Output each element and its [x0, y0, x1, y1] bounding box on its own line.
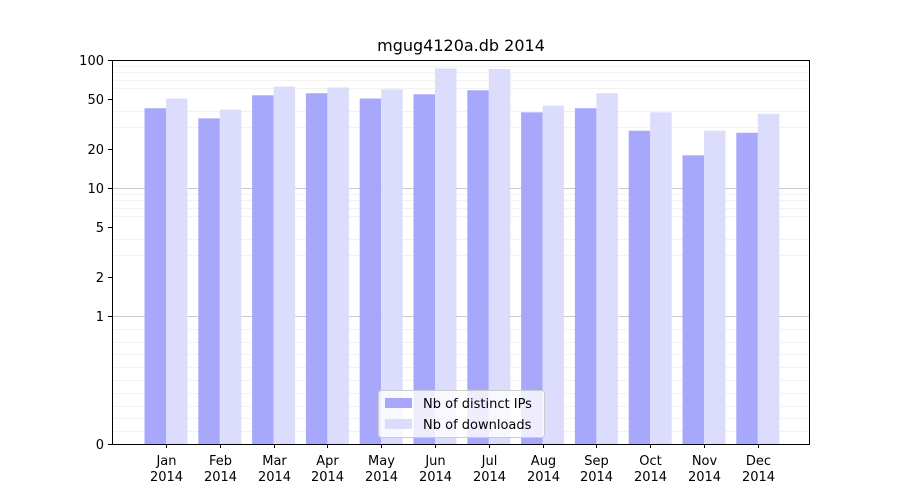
bar-ips-1: [198, 118, 220, 445]
bar-downloads-1: [219, 109, 242, 445]
bar-downloads-5: [435, 68, 457, 444]
x-tick-label: Nov 2014: [688, 454, 721, 485]
x-tick-label: Feb 2014: [204, 454, 237, 485]
legend: Nb of distinct IPs Nb of downloads: [378, 390, 545, 438]
chart-title: mgug4120a.db 2014: [377, 36, 545, 55]
bar-downloads-6: [488, 69, 511, 445]
x-tick-label: Mar 2014: [258, 454, 291, 485]
bars: [144, 68, 780, 445]
x-tick-label: Jul 2014: [473, 454, 506, 485]
bar-ips-6: [467, 90, 489, 444]
bar-ips-2: [252, 95, 274, 444]
legend-swatch: [385, 398, 412, 408]
bar-downloads-8: [596, 93, 618, 444]
bar-ips-7: [521, 112, 543, 445]
x-axis: Jan 2014 Feb 2014 Mar 2014 Apr 2014 May 2014 Jun 20…: [150, 444, 775, 485]
bar-ips-10: [682, 155, 704, 444]
bar-downloads-11: [757, 113, 780, 445]
y-tick-label: 10: [87, 182, 104, 197]
y-tick-label: 1: [96, 310, 104, 325]
bar-downloads-0: [166, 98, 188, 445]
x-tick-label: Aug 2014: [527, 454, 560, 485]
legend-label: Nb of distinct IPs: [423, 397, 532, 412]
y-tick-label: 2: [96, 271, 104, 286]
y-axis: 0 1 2 5 10 20 50 100: [79, 54, 112, 453]
y-tick-label: 0: [96, 438, 104, 453]
x-tick-label: Oct 2014: [634, 454, 667, 485]
legend-swatch: [385, 419, 412, 429]
bar-ips-11: [736, 132, 758, 444]
bar-ips-4: [359, 98, 382, 445]
bar-downloads-7: [542, 105, 565, 444]
bar-ips-3: [305, 93, 328, 444]
x-tick-label: Sep 2014: [580, 454, 613, 485]
x-tick-label: Jun 2014: [419, 454, 452, 485]
y-tick-label: 5: [96, 221, 104, 236]
bar-ips-8: [574, 108, 597, 444]
y-tick-label: 20: [87, 143, 104, 158]
bar-downloads-9: [650, 112, 672, 445]
x-tick-label: Dec 2014: [742, 454, 775, 485]
bar-downloads-3: [327, 87, 349, 444]
bar-downloads-4: [381, 89, 403, 445]
legend-box: [378, 390, 545, 438]
bar-downloads-2: [273, 86, 296, 445]
x-tick-label: Apr 2014: [311, 454, 344, 485]
bar-ips-0: [144, 108, 166, 444]
bar-ips-9: [628, 130, 651, 444]
plot-area-frame: [112, 60, 810, 445]
bar-downloads-10: [704, 130, 726, 444]
x-tick-label: Jan 2014: [150, 454, 183, 485]
x-tick-label: May 2014: [365, 454, 398, 485]
legend-label: Nb of downloads: [423, 418, 532, 433]
y-tick-label: 100: [79, 54, 104, 69]
bar-ips-5: [413, 94, 435, 444]
y-tick-label: 50: [87, 93, 104, 108]
